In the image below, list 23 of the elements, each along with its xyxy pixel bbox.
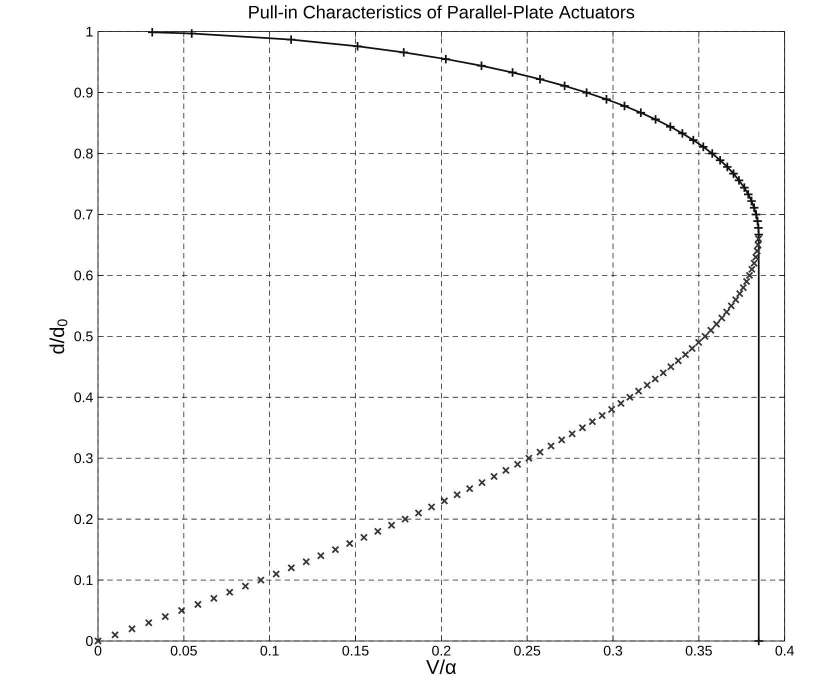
x-tick-label: 0.2 — [432, 646, 450, 656]
y-tick-label: 0.3 — [74, 453, 93, 464]
y-axis-title: d/d$_{0}$ — [50, 319, 68, 354]
x-tick-label: 0.05 — [170, 646, 197, 656]
chart-title: Pull-in Characteristics of Parallel-Plate Actuators — [249, 5, 634, 18]
y-tick-label: 0.4 — [74, 392, 93, 402]
y-tick-label: 0.2 — [74, 514, 93, 524]
y-tick-label: 0 — [86, 636, 93, 646]
y-tick-label: 0.6 — [74, 270, 93, 280]
x-tick-label: 0.25 — [514, 646, 540, 656]
x-tick-label: 0.15 — [342, 646, 369, 656]
y-tick-label: 0.1 — [74, 575, 93, 586]
y-tick-label: 0.8 — [74, 148, 93, 158]
y-tick-label: 1 — [86, 26, 93, 36]
x-tick-label: 0.4 — [775, 646, 794, 656]
x-tick-label: 0.35 — [686, 646, 712, 656]
y-tick-label: 0.9 — [74, 88, 93, 98]
x-tick-label: 0.3 — [604, 646, 622, 656]
y-tick-label: 0.7 — [74, 210, 93, 220]
x-axis-title: V/α — [426, 659, 456, 674]
x-tick-label: 0.1 — [260, 646, 279, 656]
x-tick-label: 0 — [94, 646, 102, 656]
y-tick-label: 0.5 — [74, 331, 93, 342]
